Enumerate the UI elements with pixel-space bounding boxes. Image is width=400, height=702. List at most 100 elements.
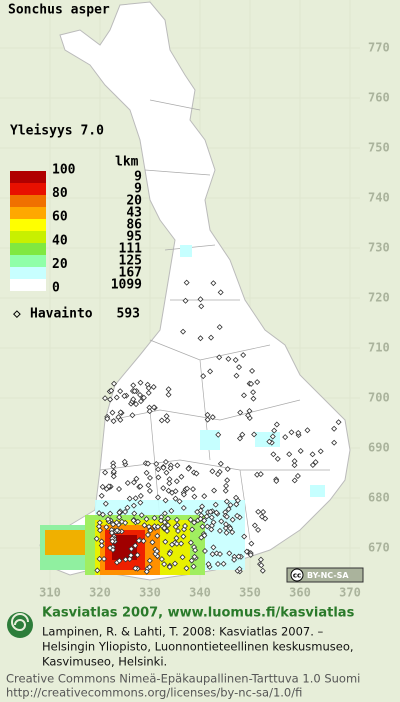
observation-dot (208, 526, 215, 533)
observation-dot (192, 547, 199, 554)
observation-dot (107, 510, 114, 517)
observation-dot (163, 469, 170, 476)
observation-dot (232, 357, 239, 363)
observation-dot (227, 525, 234, 532)
observation-dot (218, 518, 225, 525)
observation-dot (168, 507, 175, 514)
observation-dot (191, 553, 198, 560)
observation-dot (155, 474, 162, 481)
observation-dot (102, 395, 109, 402)
observation-dot (146, 408, 153, 415)
observation-dot (166, 550, 173, 557)
area (200, 430, 220, 450)
observation-dot (209, 468, 216, 475)
observation-dot (224, 466, 231, 473)
x-label: 330 (139, 586, 161, 600)
observation-dot (137, 398, 144, 405)
observation-dot (241, 533, 248, 540)
observation-dot (173, 540, 180, 547)
observation-dot (135, 537, 142, 544)
legend-count: 9 (134, 182, 142, 197)
observation-dot (331, 439, 338, 446)
observation-dot (211, 487, 218, 494)
badge-icon-text: cc (293, 572, 301, 580)
citation-line: Helsingin Yliopisto, Luonnontieteellinen… (42, 640, 354, 654)
area (180, 245, 192, 257)
y-label: 770 (368, 41, 390, 55)
footer-text: Lampinen, R. & Lahti, T. 2008: Kasviatla… (6, 625, 360, 700)
observation-dot (201, 517, 208, 524)
observation-dot (146, 404, 153, 411)
observation-dot (105, 483, 112, 490)
legend-scale: 60 (52, 210, 68, 225)
observation-dot (207, 368, 214, 375)
observation-dot (291, 458, 298, 465)
observation-dot (99, 483, 106, 490)
observation-dot (146, 487, 153, 494)
observation-dot (304, 427, 311, 434)
observation-dot (216, 354, 223, 361)
observation-dot (161, 510, 168, 517)
area (45, 530, 85, 555)
observation-dot (270, 451, 277, 458)
observation-dot (145, 389, 152, 396)
observation-dot (190, 563, 197, 570)
observation-dot (102, 469, 109, 476)
observation-dot (167, 465, 174, 472)
observation-dot (109, 538, 116, 545)
observation-dot (233, 501, 240, 508)
observation-dot (143, 469, 150, 476)
observation-dot (223, 498, 230, 505)
observation-dot (121, 458, 128, 465)
x-label: 340 (189, 586, 211, 600)
logo (7, 612, 33, 638)
observation-dot (116, 509, 123, 516)
observation-dot (234, 512, 241, 519)
observation-dot (180, 533, 187, 540)
observation-dot (236, 435, 243, 442)
observation-dot (147, 474, 153, 481)
observation-dot (233, 372, 240, 379)
observation-dot (225, 506, 232, 513)
observation-dot (191, 519, 198, 526)
observation-dot (217, 551, 223, 558)
observation-dot (154, 548, 160, 555)
observation-dot (180, 328, 187, 335)
observation-dot (243, 548, 250, 555)
observation-dot (180, 504, 187, 511)
observation-dot (166, 563, 173, 570)
observation-dot (98, 542, 105, 549)
badge-icon (290, 568, 304, 582)
observation-dot (172, 523, 179, 530)
observation-dot (143, 516, 150, 523)
y-label: 690 (368, 441, 390, 455)
observation-dot (151, 515, 158, 521)
observation-dot (216, 527, 223, 534)
observation-dot (197, 296, 204, 303)
legend-count: 43 (126, 206, 142, 221)
observation-dot (165, 391, 172, 398)
observation-dot (269, 433, 276, 440)
y-label: 710 (368, 341, 390, 355)
observation-dot (240, 392, 247, 399)
observation-dot (210, 280, 217, 287)
observation-dot (169, 541, 175, 548)
observation-dot (185, 465, 192, 472)
observation-dot (183, 565, 190, 572)
legend-scale: 100 (52, 163, 76, 178)
observation-dot (96, 555, 103, 562)
observation-dot (213, 509, 220, 516)
observation-dot (220, 560, 227, 567)
observation-dot (291, 477, 298, 484)
observation-dot (107, 396, 114, 403)
observation-dot (254, 379, 261, 386)
observation-dot (130, 517, 137, 524)
observation-dot (245, 412, 251, 419)
observation-dot (117, 388, 124, 395)
observation-dot (174, 462, 181, 469)
observation-dot (197, 335, 204, 342)
legend-swatch (10, 231, 46, 243)
observation-dot (210, 544, 217, 551)
observation-dot (130, 396, 137, 403)
observation-dot (155, 466, 162, 473)
